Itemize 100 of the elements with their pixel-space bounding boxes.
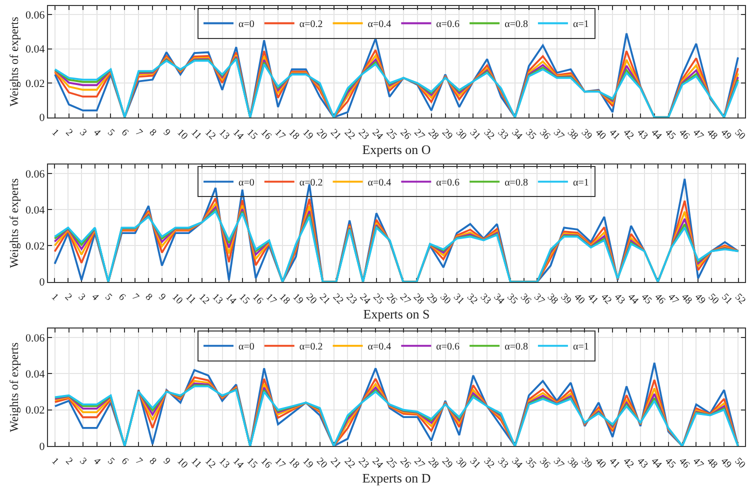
x-tick-label: 45 bbox=[662, 456, 678, 471]
legend-label: α=0 bbox=[238, 178, 254, 189]
x-tick-label: 40 bbox=[592, 127, 608, 142]
x-tick-label: 42 bbox=[598, 292, 614, 307]
x-tick-label: 40 bbox=[572, 292, 587, 307]
x-tick-label: 47 bbox=[666, 292, 680, 307]
x-tick-label: 19 bbox=[300, 456, 316, 471]
x-tick-label: 37 bbox=[532, 292, 546, 307]
x-tick-label: 48 bbox=[679, 292, 694, 307]
x-tick-label: 10 bbox=[174, 127, 190, 142]
x-tick-label: 48 bbox=[704, 127, 720, 142]
legend-label: α=0.4 bbox=[368, 342, 392, 353]
x-tick-label: 37 bbox=[551, 456, 566, 471]
x-tick-label: 10 bbox=[174, 456, 190, 471]
x-tick-label: 11 bbox=[188, 127, 204, 142]
legend-label: α=0.6 bbox=[436, 342, 460, 353]
x-tick-label: 17 bbox=[272, 127, 288, 142]
x-tick-label: 19 bbox=[300, 127, 316, 142]
legend-label: α=0.2 bbox=[299, 19, 323, 30]
x-tick-label: 14 bbox=[223, 292, 238, 307]
line-series bbox=[54, 178, 740, 282]
legend-label: α=0.6 bbox=[436, 19, 460, 30]
x-tick-label: 20 bbox=[304, 292, 319, 307]
x-tick-label: 32 bbox=[481, 127, 496, 142]
x-tick-label: 39 bbox=[558, 292, 574, 307]
x-tick-label: 13 bbox=[216, 456, 232, 471]
x-tick-label: 49 bbox=[718, 456, 734, 471]
x-tick-label: 30 bbox=[438, 292, 453, 307]
x-tick-label: 22 bbox=[342, 456, 357, 471]
x-tick-label: 12 bbox=[196, 292, 212, 307]
x-tick-label: 36 bbox=[537, 456, 552, 471]
y-tick-label: 0.04 bbox=[26, 204, 46, 216]
x-tick-label: 13 bbox=[210, 292, 225, 307]
x-tick-label: 43 bbox=[612, 292, 627, 307]
line-series bbox=[54, 32, 739, 118]
x-tick-label: 3 bbox=[76, 292, 88, 304]
legend-label: α=0.2 bbox=[299, 178, 323, 189]
x-tick-label: 24 bbox=[357, 292, 372, 307]
legend-label: α=0 bbox=[238, 342, 254, 353]
legend-label: α=0.6 bbox=[436, 178, 460, 189]
x-tick-label: 38 bbox=[565, 456, 580, 471]
x-tick-label: 39 bbox=[579, 456, 594, 471]
x-tick-label: 31 bbox=[451, 292, 466, 307]
x-tick-label: 50 bbox=[732, 456, 748, 471]
x-tick-label: 3 bbox=[77, 456, 89, 468]
legend-label: α=0.8 bbox=[504, 19, 528, 30]
x-tick-label: 17 bbox=[272, 456, 288, 471]
x-tick-label: 19 bbox=[290, 292, 306, 307]
x-tick-label: 43 bbox=[634, 127, 650, 142]
y-tick-label: 0.02 bbox=[26, 404, 45, 417]
x-tick-label: 29 bbox=[424, 292, 440, 307]
x-tick-label: 20 bbox=[314, 127, 330, 142]
x-tick-label: 32 bbox=[481, 456, 496, 471]
x-tick-label: 6 bbox=[119, 127, 130, 139]
x-tick-label: 27 bbox=[412, 456, 427, 471]
x-tick-label: 33 bbox=[495, 456, 510, 471]
x-tick-label: 42 bbox=[620, 127, 636, 142]
x-tick-label: 4 bbox=[91, 456, 102, 468]
x-tick-label: 50 bbox=[706, 292, 721, 307]
y-tick-label: 0.06 bbox=[26, 9, 46, 22]
y-axis-title: Weights of experts bbox=[6, 16, 21, 107]
x-tick-label: 25 bbox=[384, 456, 399, 471]
x-tick-label: 34 bbox=[509, 456, 524, 471]
x-tick-label: 18 bbox=[286, 456, 302, 471]
y-tick-label: 0.06 bbox=[26, 332, 46, 344]
x-tick-label: 24 bbox=[370, 127, 385, 142]
x-tick-label: 43 bbox=[634, 456, 650, 471]
y-tick-label: 0.06 bbox=[26, 168, 46, 180]
legend-label: α=0.8 bbox=[504, 178, 528, 189]
x-tick-label: 36 bbox=[537, 127, 552, 142]
x-tick-label: 30 bbox=[454, 127, 468, 142]
x-tick-label: 26 bbox=[384, 292, 399, 307]
x-tick-label: 32 bbox=[464, 292, 480, 307]
x-tick-label: 33 bbox=[495, 127, 510, 142]
x-tick-label: 46 bbox=[652, 292, 668, 307]
x-tick-label: 27 bbox=[398, 292, 412, 307]
x-tick-label: 23 bbox=[356, 456, 371, 471]
x-tick-label: 41 bbox=[585, 292, 600, 307]
x-tick-label: 16 bbox=[258, 127, 274, 142]
x-tick-label: 30 bbox=[454, 456, 468, 471]
x-tick-label: 1 bbox=[49, 456, 61, 468]
x-tick-label: 27 bbox=[412, 127, 427, 142]
y-tick-label: 0.02 bbox=[26, 78, 45, 90]
legend-label: α=1 bbox=[572, 178, 589, 189]
x-tick-label: 22 bbox=[330, 292, 346, 307]
x-tick-label: 21 bbox=[328, 127, 343, 142]
x-tick-label: 24 bbox=[370, 456, 385, 471]
x-tick-label: 16 bbox=[250, 292, 265, 307]
x-tick-label: 42 bbox=[620, 456, 636, 471]
x-tick-label: 26 bbox=[398, 456, 413, 471]
x-tick-label: 1 bbox=[49, 127, 61, 139]
x-tick-label: 48 bbox=[704, 456, 720, 471]
x-tick-label: 40 bbox=[592, 456, 608, 471]
y-tick-label: 0 bbox=[39, 276, 46, 289]
x-tick-label: 1 bbox=[49, 292, 60, 304]
x-tick-label: 51 bbox=[719, 292, 734, 307]
x-axis-title: Experts on S bbox=[363, 306, 430, 322]
x-tick-label: 45 bbox=[662, 127, 678, 142]
x-tick-label: 44 bbox=[648, 127, 664, 142]
x-tick-label: 6 bbox=[116, 292, 128, 304]
